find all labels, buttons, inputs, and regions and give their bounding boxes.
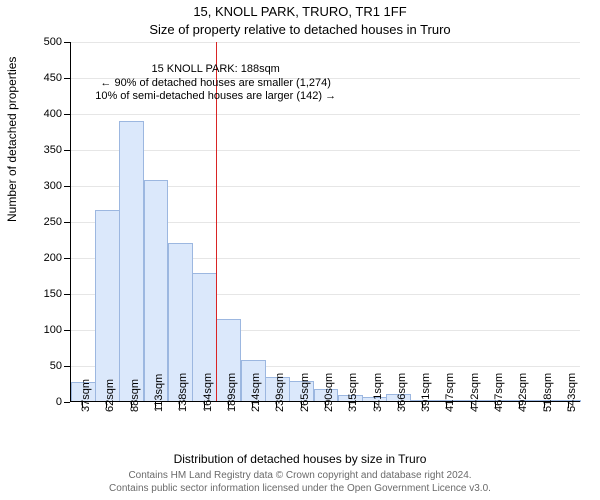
credits-line1: Contains HM Land Registry data © Crown c…	[128, 470, 471, 481]
y-tick-label: 400	[22, 108, 62, 120]
credits-line2: Contains public sector information licen…	[109, 483, 491, 494]
x-tick-label: 189sqm	[226, 373, 238, 412]
gridline	[70, 150, 580, 151]
x-tick-label: 62sqm	[104, 379, 116, 412]
y-tick-label: 50	[22, 360, 62, 372]
x-tick-label: 492sqm	[517, 373, 529, 412]
x-tick-label: 467sqm	[493, 373, 505, 412]
chart-title-line1: 15, KNOLL PARK, TRURO, TR1 1FF	[0, 4, 600, 19]
x-tick-label: 315sqm	[347, 373, 359, 412]
y-tick-label: 500	[22, 36, 62, 48]
histogram-bar	[95, 210, 120, 402]
x-tick-label: 341sqm	[372, 373, 384, 412]
x-tick-label: 518sqm	[542, 373, 554, 412]
x-axis-line	[70, 401, 580, 402]
gridline	[70, 42, 580, 43]
x-tick-label: 265sqm	[299, 373, 311, 412]
y-tick-label: 450	[22, 72, 62, 84]
y-axis-label: Number of detached properties	[5, 57, 19, 222]
annotation-line3: 10% of semi-detached houses are larger (…	[95, 90, 336, 104]
x-tick-label: 290sqm	[323, 373, 335, 412]
x-tick-label: 88sqm	[129, 379, 141, 412]
y-tick	[64, 402, 70, 403]
x-tick-label: 113sqm	[153, 374, 165, 412]
x-tick-label: 138sqm	[177, 373, 189, 412]
x-tick-label: 239sqm	[274, 373, 286, 412]
credits: Contains HM Land Registry data © Crown c…	[0, 470, 600, 495]
x-tick-label: 366sqm	[396, 373, 408, 412]
y-tick-label: 250	[22, 216, 62, 228]
histogram-bar	[119, 121, 144, 402]
x-tick-label: 391sqm	[420, 373, 432, 412]
x-tick-label: 543sqm	[566, 373, 578, 412]
y-tick-label: 0	[22, 396, 62, 408]
plot-area: 05010015020025030035040045050037sqm62sqm…	[70, 42, 580, 402]
y-tick-label: 150	[22, 288, 62, 300]
x-tick-label: 37sqm	[80, 379, 92, 412]
y-axis-line	[70, 42, 71, 402]
annotation-line2: ← 90% of detached houses are smaller (1,…	[95, 77, 336, 91]
y-tick-label: 100	[22, 324, 62, 336]
x-tick-label: 164sqm	[202, 373, 214, 412]
annotation-line1: 15 KNOLL PARK: 188sqm	[95, 63, 336, 77]
y-tick-label: 300	[22, 180, 62, 192]
x-tick-label: 442sqm	[469, 373, 481, 412]
y-tick-label: 350	[22, 144, 62, 156]
chart-title-line2: Size of property relative to detached ho…	[0, 22, 600, 37]
x-tick-label: 214sqm	[250, 373, 262, 412]
y-tick-label: 200	[22, 252, 62, 264]
annotation-box: 15 KNOLL PARK: 188sqm← 90% of detached h…	[95, 63, 336, 104]
histogram-bar	[144, 180, 169, 402]
chart-container: 15, KNOLL PARK, TRURO, TR1 1FF Size of p…	[0, 0, 600, 500]
gridline	[70, 114, 580, 115]
x-axis-label: Distribution of detached houses by size …	[0, 452, 600, 466]
x-tick-label: 417sqm	[444, 373, 456, 412]
